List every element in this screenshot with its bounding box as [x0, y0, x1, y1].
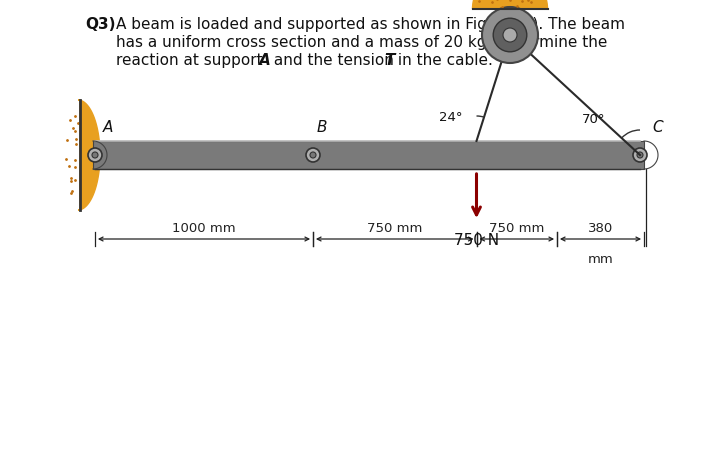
Circle shape	[306, 148, 320, 162]
Text: mm: mm	[588, 253, 613, 266]
Polygon shape	[78, 100, 100, 210]
Text: T: T	[384, 53, 395, 68]
Text: in the cable.: in the cable.	[393, 53, 493, 68]
Text: A: A	[103, 120, 113, 135]
Text: reaction at support: reaction at support	[116, 53, 268, 68]
Circle shape	[482, 7, 538, 63]
Text: 1000 mm: 1000 mm	[172, 222, 236, 235]
Polygon shape	[93, 141, 644, 169]
Text: 70°: 70°	[582, 113, 606, 126]
Text: B: B	[317, 120, 328, 135]
Circle shape	[493, 18, 527, 52]
Circle shape	[310, 152, 316, 158]
Text: 750 N: 750 N	[454, 233, 499, 248]
Circle shape	[633, 148, 647, 162]
Circle shape	[637, 152, 643, 158]
Text: A: A	[259, 53, 271, 68]
Circle shape	[88, 148, 102, 162]
Text: has a uniform cross section and a mass of 20 kg. Determine the: has a uniform cross section and a mass o…	[116, 35, 608, 50]
Text: 380: 380	[588, 222, 613, 235]
Text: 750 mm: 750 mm	[489, 222, 544, 235]
Text: A beam is loaded and supported as shown in Figure (3). The beam: A beam is loaded and supported as shown …	[116, 17, 625, 32]
Text: and the tension: and the tension	[269, 53, 399, 68]
Text: Q3): Q3)	[85, 17, 115, 32]
Text: 24°: 24°	[438, 111, 462, 124]
Polygon shape	[472, 0, 547, 9]
Text: 750 mm: 750 mm	[367, 222, 423, 235]
Text: C: C	[652, 120, 662, 135]
Circle shape	[503, 28, 517, 42]
Circle shape	[92, 152, 98, 158]
